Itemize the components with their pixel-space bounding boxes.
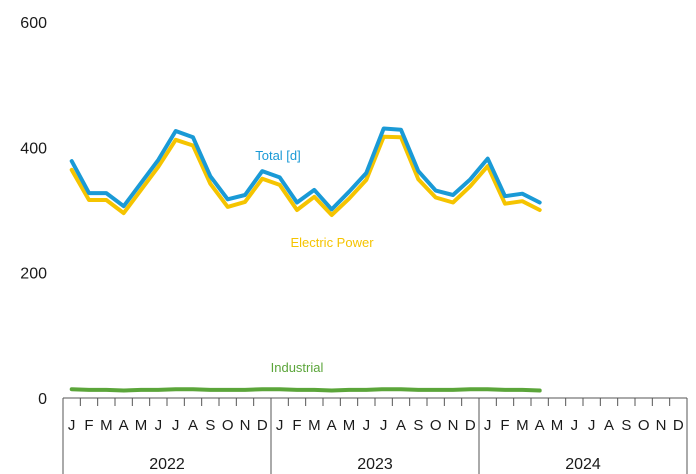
month-label: M bbox=[551, 417, 564, 434]
y-tick-label-1: 200 bbox=[20, 266, 47, 283]
month-label: J bbox=[276, 417, 284, 434]
series-lines bbox=[69, 126, 542, 393]
month-label: J bbox=[68, 417, 76, 434]
series-line-total-d bbox=[69, 126, 542, 212]
year-label-2024: 2024 bbox=[565, 456, 601, 473]
month-label: J bbox=[155, 417, 163, 434]
y-tick-label-3: 600 bbox=[20, 15, 47, 32]
month-label: A bbox=[119, 417, 129, 434]
y-tick-label-2: 400 bbox=[20, 140, 47, 157]
month-label: D bbox=[257, 417, 268, 434]
month-label: O bbox=[430, 417, 442, 434]
month-label: F bbox=[84, 417, 93, 434]
month-label: S bbox=[205, 417, 215, 434]
month-label: N bbox=[656, 417, 667, 434]
month-label: O bbox=[638, 417, 650, 434]
month-label: J bbox=[588, 417, 596, 434]
month-label: M bbox=[343, 417, 356, 434]
month-label: A bbox=[535, 417, 545, 434]
month-label: S bbox=[413, 417, 423, 434]
month-label: N bbox=[240, 417, 251, 434]
month-label: M bbox=[100, 417, 113, 434]
month-label: M bbox=[516, 417, 529, 434]
month-label: D bbox=[465, 417, 476, 434]
series-line-electric-power bbox=[69, 134, 542, 217]
month-label: A bbox=[327, 417, 337, 434]
month-label: D bbox=[673, 417, 684, 434]
month-label: J bbox=[571, 417, 579, 434]
series-label-total-d: Total [d] bbox=[255, 148, 301, 163]
y-axis-tick-labels: 0 200 400 600 bbox=[20, 15, 47, 408]
month-label: O bbox=[222, 417, 234, 434]
month-label: N bbox=[448, 417, 459, 434]
month-label: A bbox=[604, 417, 614, 434]
month-label: J bbox=[380, 417, 388, 434]
month-label: S bbox=[621, 417, 631, 434]
x-axis-year-labels: 2022 2023 2024 bbox=[149, 456, 601, 473]
series-label-industrial: Industrial bbox=[271, 360, 324, 375]
series-line-industrial bbox=[69, 387, 542, 393]
series-labels: Total [d] Electric Power Industrial bbox=[255, 148, 374, 375]
y-tick-label-0: 0 bbox=[38, 391, 47, 408]
month-label: J bbox=[363, 417, 371, 434]
month-label: A bbox=[188, 417, 198, 434]
month-label: F bbox=[500, 417, 509, 434]
month-label: F bbox=[292, 417, 301, 434]
year-label-2023: 2023 bbox=[357, 456, 393, 473]
month-label: J bbox=[484, 417, 492, 434]
year-label-2022: 2022 bbox=[149, 456, 185, 473]
month-label: A bbox=[396, 417, 406, 434]
month-label: M bbox=[308, 417, 321, 434]
month-label: M bbox=[135, 417, 148, 434]
series-label-electric-power: Electric Power bbox=[290, 235, 374, 250]
axes bbox=[62, 397, 688, 474]
month-label: J bbox=[172, 417, 180, 434]
